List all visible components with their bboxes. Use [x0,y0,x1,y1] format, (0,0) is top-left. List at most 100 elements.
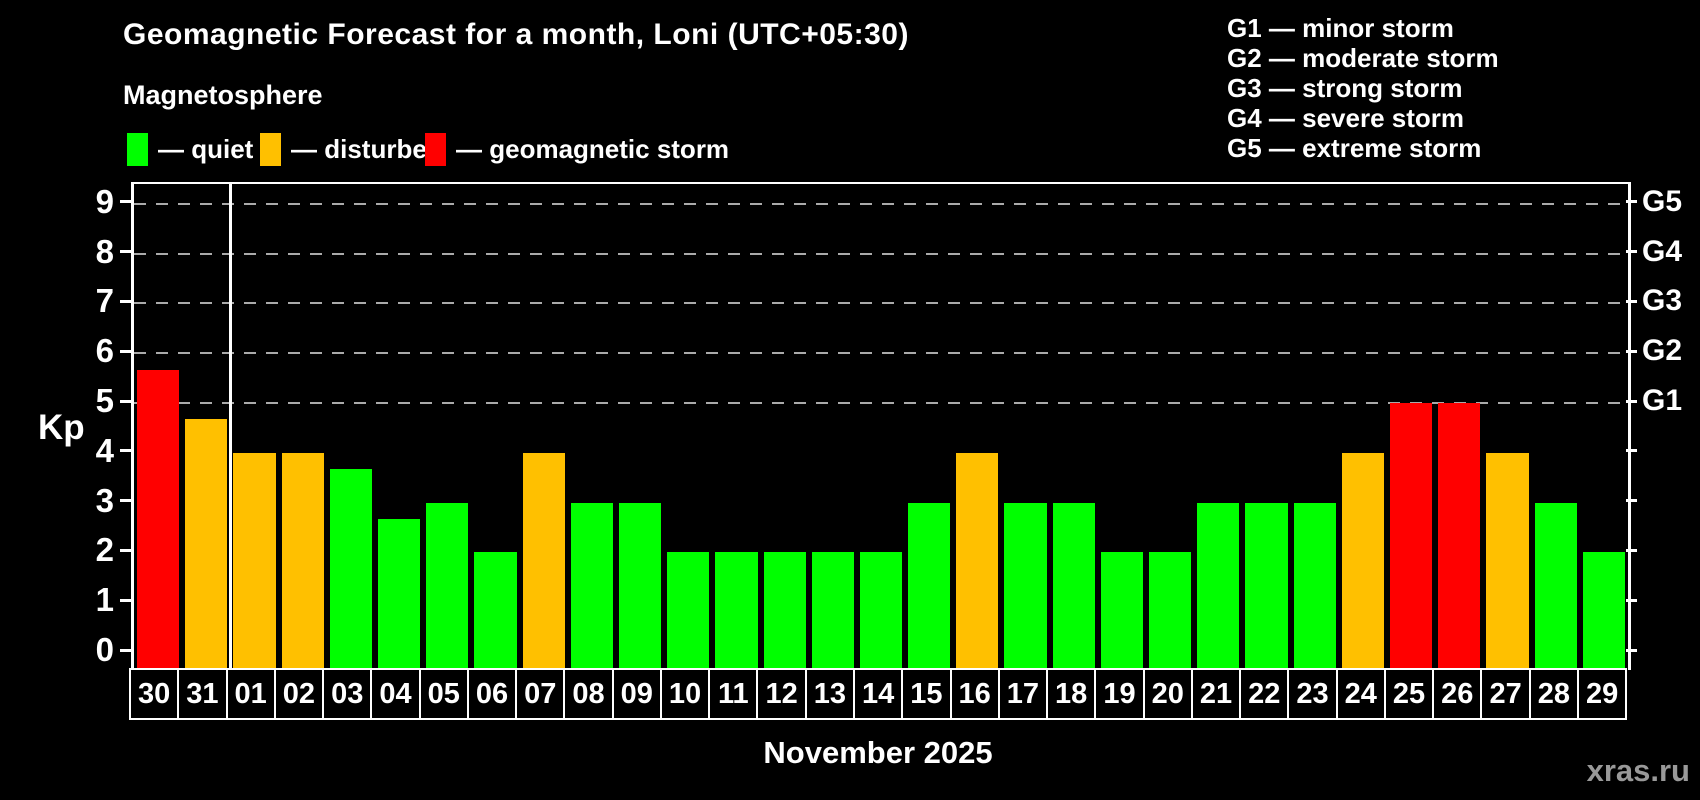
right-axis-tick-5 [1626,399,1637,403]
legend-label-storm: — geomagnetic storm [456,134,730,164]
right-axis-tick-3 [1626,499,1637,503]
kp-bar-day-26 [1438,403,1481,670]
kp-bar-day-25 [1390,403,1433,670]
y-axis-tick-1 [120,598,131,602]
day-label-15: 15 [901,670,949,718]
day-label-27: 27 [1480,670,1528,718]
day-label-28: 28 [1528,670,1577,718]
storm-scale-g4: G4 — severe storm [1227,103,1465,133]
storm-scale-g2: G2 — moderate storm [1227,43,1499,73]
watermark: xras.ru [1586,753,1690,788]
y-axis-label-8: 8 [95,232,114,270]
y-axis-label-2: 2 [95,531,114,569]
gridline-kp-9 [134,202,1628,205]
y-axis-tick-9 [120,200,131,204]
gridline-kp-7 [134,302,1628,305]
y-axis-label-3: 3 [95,481,114,519]
gridline-kp-6 [134,352,1628,355]
y-axis-title: Kp [38,408,85,447]
day-label-13: 13 [804,670,853,718]
kp-bar-day-24 [1341,452,1385,670]
day-label-16: 16 [949,670,998,718]
y-axis-label-1: 1 [95,581,114,619]
day-label-11: 11 [708,670,756,718]
kp-bar-day-05 [426,502,469,670]
day-label-10: 10 [659,670,708,718]
y-axis-tick-5 [120,399,131,403]
kp-bar-day-14 [859,552,903,670]
day-label-03: 03 [322,670,370,718]
y-axis-label-7: 7 [95,282,114,320]
legend-label-quiet: — quiet [158,134,254,164]
day-label-06: 06 [466,670,515,718]
kp-bar-day-31 [185,419,228,670]
kp-bar-day-23 [1293,502,1336,670]
y-axis-tick-0 [120,648,131,652]
kp-bar-day-01 [233,452,276,670]
day-label-07: 07 [515,670,563,718]
right-axis-tick-1 [1626,598,1637,602]
kp-bar-day-30 [137,369,180,670]
kp-bar-day-29 [1582,552,1625,670]
storm-color-swatch [425,133,446,166]
day-label-01: 01 [225,670,274,718]
kp-bar-day-03 [329,469,372,670]
day-label-09: 09 [611,670,660,718]
kp-bar-day-22 [1245,502,1288,670]
day-label-05: 05 [418,670,467,718]
day-label-26: 26 [1432,670,1480,718]
kp-bar-day-02 [281,452,324,670]
y-axis-tick-7 [120,299,131,303]
right-axis-tick-7 [1626,299,1637,303]
day-label-29: 29 [1576,670,1625,718]
y-axis-label-9: 9 [95,182,114,220]
day-label-14: 14 [852,670,901,718]
kp-bar-day-16 [956,452,999,670]
day-label-08: 08 [563,670,611,718]
right-axis-tick-0 [1626,648,1637,652]
storm-scale-g3: G3 — strong storm [1227,73,1463,103]
day-label-12: 12 [756,670,804,718]
kp-bar-day-27 [1486,452,1529,670]
y-axis-tick-3 [120,499,131,503]
day-label-row: 30 31 01 02 03 04 05 06 07 08 09 10 11 12 13 14 15 16 17 18… [129,668,1627,720]
day-label-22: 22 [1239,670,1287,718]
kp-bar-day-15 [908,502,951,670]
day-label-21: 21 [1190,670,1239,718]
kp-bar-day-04 [377,519,421,670]
kp-bar-day-10 [667,552,710,670]
kp-bar-day-07 [522,452,565,670]
day-label-02: 02 [273,670,322,718]
right-axis-tick-8 [1626,250,1637,254]
legend-item-storm: — geomagnetic storm [425,133,729,166]
kp-bar-day-18 [1052,502,1095,670]
g-scale-label-G4: G4 [1642,234,1683,268]
kp-bar-day-20 [1149,552,1192,670]
kp-bar-day-12 [763,552,806,670]
day-label-04: 04 [370,670,418,718]
chart-title: Geomagnetic Forecast for a month, Loni (… [123,18,909,51]
kp-bar-day-17 [1004,502,1047,670]
kp-bar-day-09 [618,502,662,670]
g-scale-label-G2: G2 [1642,334,1683,368]
day-label-17: 17 [997,670,1046,718]
y-axis-tick-2 [120,548,131,552]
y-axis-label-4: 4 [95,431,114,469]
day-label-23: 23 [1287,670,1335,718]
day-label-19: 19 [1094,670,1142,718]
y-axis-tick-4 [120,449,131,453]
y-axis-label-5: 5 [95,382,114,419]
quiet-color-swatch [127,133,148,166]
y-axis-tick-8 [120,250,131,254]
day-label-18: 18 [1046,670,1094,718]
gridline-kp-8 [134,252,1628,255]
day-label-25: 25 [1383,670,1432,718]
right-axis-tick-9 [1626,200,1637,204]
storm-scale-legend: G1 — minor storm G2 — moderate storm G3 … [1227,13,1499,163]
month-separator-line [228,184,232,670]
kp-bar-day-28 [1534,502,1577,670]
y-axis-label-6: 6 [95,332,114,370]
storm-scale-g1: G1 — minor storm [1227,13,1454,43]
plot-area [131,182,1631,670]
